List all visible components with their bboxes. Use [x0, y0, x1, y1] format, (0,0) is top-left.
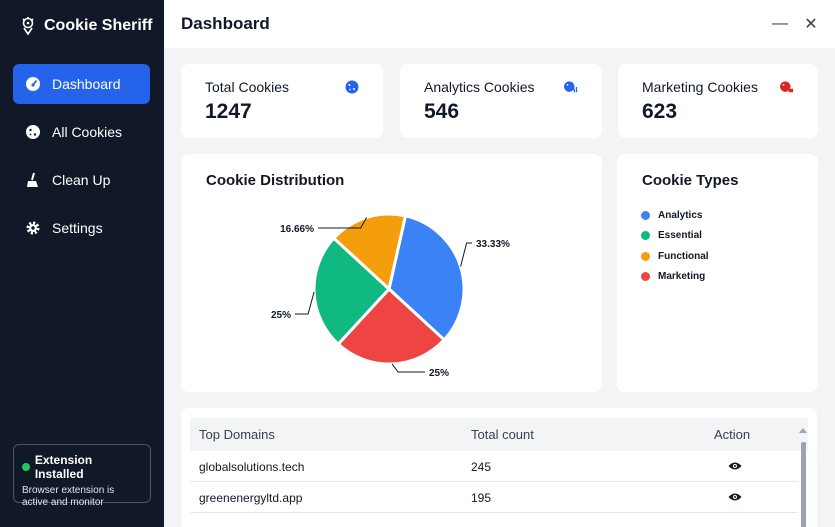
page-title: Dashboard — [181, 14, 270, 33]
column-header-count: Total count — [471, 427, 534, 442]
table-header: Top Domains Total count Action — [190, 418, 808, 451]
pie-leader-line — [295, 291, 315, 315]
nav-item-clean-up[interactable]: Clean Up — [13, 160, 150, 200]
legend-item: Marketing — [641, 267, 709, 288]
nav-label: Dashboard — [52, 76, 121, 92]
header: Dashboard — ✕ — [164, 0, 835, 48]
domain-cell: globalsolutions.tech — [199, 460, 305, 474]
stat-label: Marketing Cookies — [642, 79, 758, 95]
nav-label: All Cookies — [52, 124, 123, 140]
cookie-tag-icon — [780, 81, 794, 93]
cookie-types-card: Cookie Types Analytics Essential Functio… — [617, 154, 818, 392]
stat-value: 546 — [424, 100, 460, 123]
status-dot — [22, 463, 30, 471]
extension-status: Extension Installed Browser extension is… — [13, 444, 151, 508]
count-cell: 195 — [471, 491, 492, 505]
cookie-icon — [26, 125, 40, 139]
section-title: Cookie Distribution — [206, 172, 345, 189]
domain-cell: greenenergyltd.app — [199, 491, 303, 505]
cookie-icon — [345, 80, 359, 94]
pie-chart: 33.33% 25% 25% 16.66% — [271, 212, 510, 379]
pie-data-label: 25% — [429, 368, 449, 379]
stat-label: Total Cookies — [205, 79, 290, 95]
gear-icon — [26, 221, 40, 235]
close-button[interactable]: ✕ — [804, 16, 818, 33]
pie-data-label: 33.33% — [476, 239, 510, 250]
cookie-chart-icon — [564, 81, 578, 93]
nav-item-dashboard[interactable]: Dashboard — [13, 64, 150, 104]
distribution-card: Cookie Distribution 33.33% 25% 25% 16.66% — [181, 154, 602, 392]
pie-leader-line — [460, 242, 472, 267]
sidebar: Cookie Sheriff Dashboard All Cookies Cle… — [0, 0, 164, 527]
pie-data-label: 16.66% — [280, 224, 314, 235]
extension-text: Browser extension is active and monitor — [22, 485, 115, 508]
legend-item: Functional — [641, 246, 709, 267]
eye-icon[interactable] — [728, 492, 742, 502]
pie-slice-essential — [312, 236, 392, 347]
legend-item: Analytics — [641, 205, 709, 226]
legend-dot — [641, 272, 650, 282]
stat-label: Analytics Cookies — [424, 79, 535, 95]
nav-label: Settings — [52, 220, 103, 236]
brand: Cookie Sheriff — [20, 16, 152, 36]
scrollbar-thumb[interactable] — [801, 442, 806, 527]
legend-dot — [641, 251, 650, 261]
pie-leader-line — [391, 363, 425, 373]
stat-card-marketing: Marketing Cookies 623 — [618, 64, 818, 138]
stat-value: 1247 — [205, 100, 252, 123]
nav-item-all-cookies[interactable]: All Cookies — [13, 112, 150, 152]
sheriff-icon — [22, 17, 34, 36]
pie-data-label: 25% — [271, 310, 291, 321]
nav-label: Clean Up — [52, 172, 111, 188]
minimize-button[interactable]: — — [772, 15, 788, 32]
stat-value: 623 — [642, 100, 678, 123]
broom-icon — [27, 172, 38, 187]
eye-icon[interactable] — [728, 461, 742, 471]
table-row: greenenergyltd.app 195 — [190, 482, 798, 513]
gauge-icon — [26, 77, 40, 91]
scroll-up-arrow[interactable] — [799, 428, 807, 433]
legend-item: Essential — [641, 226, 709, 247]
legend: Analytics Essential Functional Marketing — [641, 205, 709, 287]
count-cell: 245 — [471, 460, 492, 474]
nav-item-settings[interactable]: Settings — [13, 208, 150, 248]
table-row: globalsolutions.tech 245 — [190, 451, 798, 482]
section-title: Cookie Types — [642, 172, 739, 189]
pie-leader-line — [318, 217, 368, 229]
legend-dot — [641, 231, 650, 241]
pie-slice-analytics — [387, 214, 466, 342]
top-domains-table: Top Domains Total count Action globalsol… — [181, 408, 817, 527]
column-header-action: Action — [714, 427, 751, 442]
column-header-domains: Top Domains — [199, 427, 275, 442]
pie-slice-marketing — [336, 286, 447, 366]
extension-title: Extension Installed — [34, 453, 93, 481]
stat-card-analytics: Analytics Cookies 546 — [400, 64, 602, 138]
app-title: Cookie Sheriff — [44, 17, 153, 34]
legend-dot — [641, 210, 650, 220]
stat-card-total: Total Cookies 1247 — [181, 64, 383, 138]
